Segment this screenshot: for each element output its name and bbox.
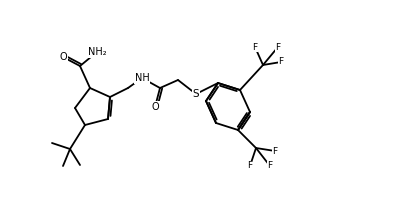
Text: F: F [276, 43, 281, 51]
Text: F: F [248, 161, 253, 171]
Text: F: F [267, 161, 273, 171]
Text: NH₂: NH₂ [88, 47, 106, 57]
Text: S: S [193, 89, 199, 99]
Text: O: O [59, 52, 67, 62]
Text: NH: NH [135, 73, 150, 83]
Text: F: F [272, 146, 278, 156]
Text: F: F [253, 43, 258, 51]
Text: O: O [151, 102, 159, 112]
Text: F: F [279, 58, 283, 66]
